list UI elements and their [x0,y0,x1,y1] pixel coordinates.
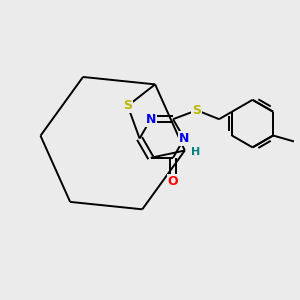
Text: N: N [179,132,189,145]
Text: S: S [123,99,132,112]
Text: S: S [192,104,201,117]
Text: H: H [191,147,200,157]
Text: N: N [146,113,156,126]
Text: O: O [168,175,178,188]
